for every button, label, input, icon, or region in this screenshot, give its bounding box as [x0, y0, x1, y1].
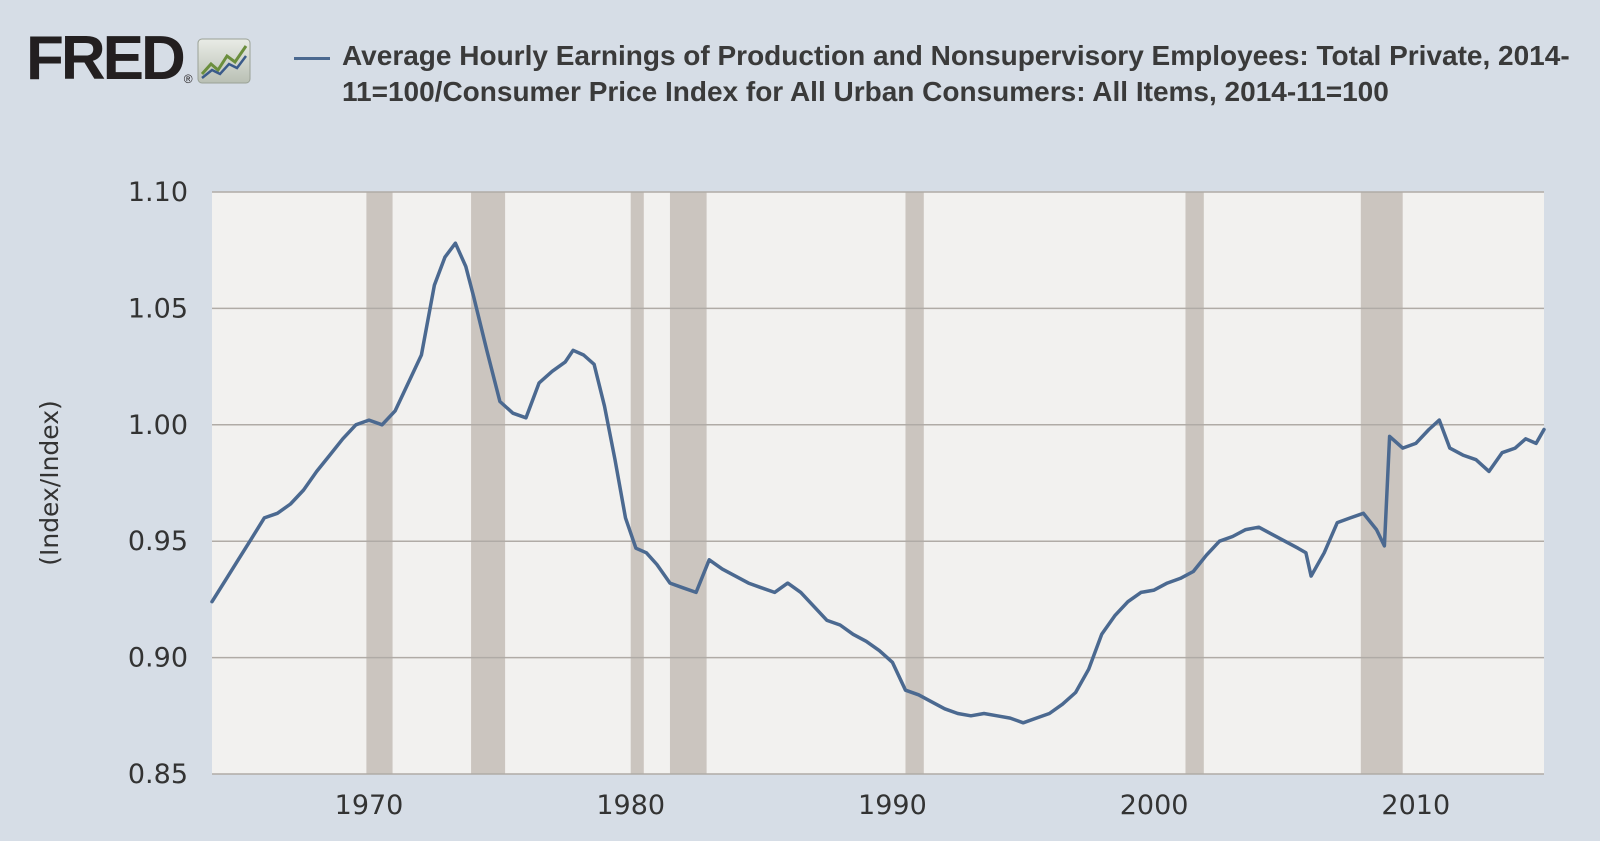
recession-band-6: [1360, 192, 1403, 774]
logo-text: FRED: [26, 24, 186, 93]
plot-background: [212, 192, 1544, 774]
y-tick-label-1: 0.90: [128, 643, 188, 674]
fred-logo[interactable]: FRED ®: [26, 24, 251, 93]
chart-trend-icon: [197, 38, 251, 84]
x-tick-label-2: 1990: [858, 790, 927, 821]
x-tick-label-0: 1970: [335, 790, 404, 821]
y-axis-label: (Index/Index): [35, 400, 64, 566]
grid-lines: [212, 191, 1544, 775]
recession-bands: [366, 192, 1403, 774]
y-tick-label-3: 1.00: [128, 410, 188, 441]
y-tick-label-0: 0.85: [128, 759, 188, 790]
x-tick-label-4: 2010: [1381, 790, 1450, 821]
y-axis-ticks: 0.85 0.90 0.95 1.00 1.05 1.10: [128, 177, 188, 790]
x-axis-ticks: 1970 1980 1990 2000 2010: [335, 790, 1450, 821]
series-lines: [210, 241, 1546, 725]
recession-band-0: [366, 192, 393, 774]
legend-swatch: [294, 57, 330, 60]
recession-band-3: [669, 192, 707, 774]
recession-band-1: [471, 192, 506, 774]
recession-band-2: [630, 192, 644, 774]
y-tick-label-2: 0.95: [128, 526, 188, 557]
recession-band-5: [1185, 192, 1204, 774]
legend-entry: Average Hourly Earnings of Production an…: [342, 40, 1570, 107]
chart-legend: Average Hourly Earnings of Production an…: [294, 38, 1574, 110]
logo-registered-mark: ®: [183, 72, 193, 86]
x-tick-label-3: 2000: [1120, 790, 1189, 821]
y-tick-label-4: 1.05: [128, 293, 188, 324]
x-tick-label-1: 1980: [596, 790, 665, 821]
series-line-0: [210, 241, 1546, 725]
recession-band-4: [905, 192, 924, 774]
y-tick-label-5: 1.10: [128, 177, 188, 208]
